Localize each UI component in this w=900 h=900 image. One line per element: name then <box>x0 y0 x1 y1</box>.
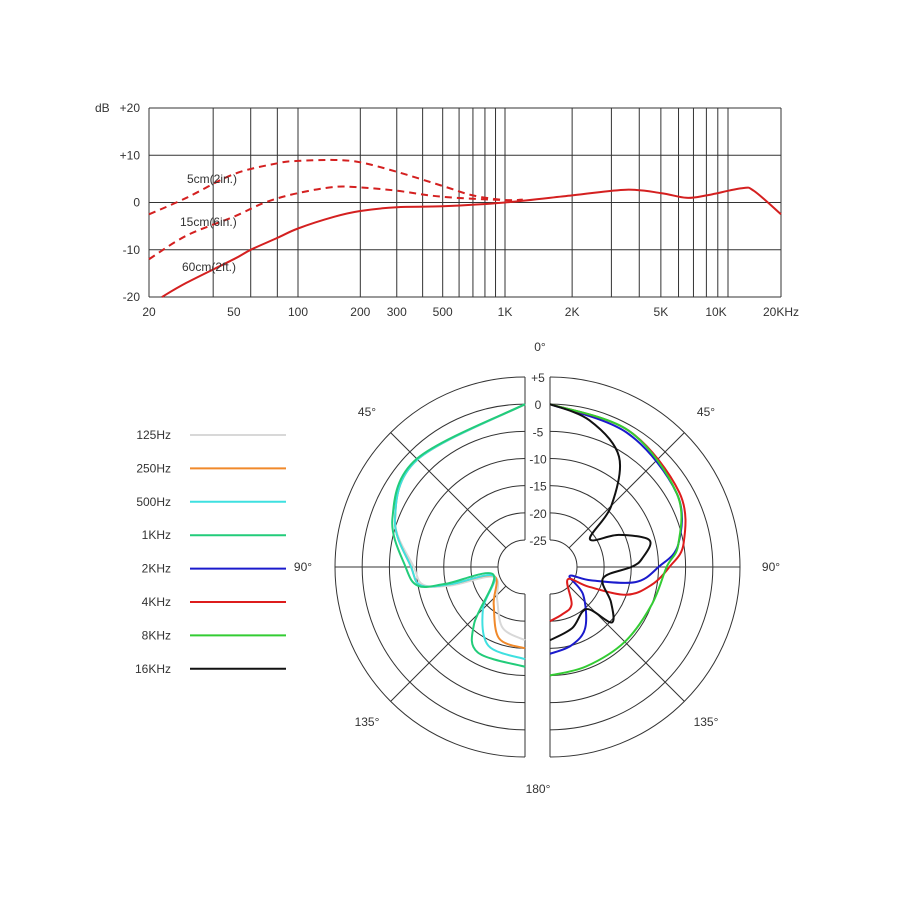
legend-label: 2KHz <box>142 562 171 576</box>
y-axis-label: dB <box>95 101 110 115</box>
polar-curve-125hz <box>393 403 526 642</box>
angle-label-right: 90° <box>762 560 780 574</box>
x-tick-label: 500 <box>433 305 453 319</box>
x-tick-label: 20KHz <box>763 305 799 319</box>
y-tick-label: +20 <box>120 101 141 115</box>
polar-curve-250hz <box>393 403 526 650</box>
angle-label-bottom: 180° <box>526 782 551 796</box>
legend-label: 4KHz <box>142 595 171 609</box>
polar-legend: 125Hz 250Hz 500Hz 1KHz 2KHz 4KHz 8KHz 16KHz <box>135 428 286 676</box>
ring-label: 0 <box>535 398 542 412</box>
x-tick-label: 50 <box>227 305 241 319</box>
y-tick-label: 0 <box>133 196 140 210</box>
x-tick-label: 200 <box>350 305 370 319</box>
polar-curve-4khz <box>549 403 687 623</box>
y-tick-label: -10 <box>123 243 141 257</box>
x-tick-label: 20 <box>142 305 156 319</box>
angle-label-left: 90° <box>294 560 312 574</box>
legend-label: 125Hz <box>136 428 171 442</box>
response-curve-2 <box>161 186 782 298</box>
legend-label: 250Hz <box>136 461 171 475</box>
ring-label: -10 <box>529 453 547 467</box>
angle-label-upper-right: 45° <box>697 405 715 419</box>
legend-label: 500Hz <box>136 495 171 509</box>
x-tick-label: 1K <box>498 305 513 319</box>
frequency-response-chart: +20 +10 0 -10 -20 dB 20 50 100 200 300 500 1K 2K 5K 10K… <box>95 101 799 319</box>
curve-label: 15cm(6in.) <box>180 215 237 229</box>
polar-pattern-chart: +5 0 -5 -10 -15 -20 -25 0° 45° 45° 90° 90° 135° 135° 1… <box>294 340 780 796</box>
polar-spoke <box>568 585 685 702</box>
polar-spoke <box>390 432 507 549</box>
legend-label: 1KHz <box>142 528 171 542</box>
curve-label: 60cm(2ft.) <box>182 260 236 274</box>
curve-label: 5cm(2in.) <box>187 172 237 186</box>
response-curve-0 <box>148 158 523 216</box>
x-tick-label: 100 <box>288 305 308 319</box>
angle-label-lower-left: 135° <box>355 715 380 729</box>
polar-curve-500hz <box>393 403 526 661</box>
polar-spoke <box>568 432 685 549</box>
angle-label-upper-left: 45° <box>358 405 376 419</box>
ring-label: -5 <box>533 425 544 439</box>
ring-label: +5 <box>531 371 545 385</box>
x-tick-label: 10K <box>705 305 726 319</box>
y-tick-label: +10 <box>120 148 141 162</box>
legend-label: 16KHz <box>135 662 171 676</box>
x-tick-label: 2K <box>565 305 580 319</box>
ring-label: -15 <box>529 480 547 494</box>
ring-label: -25 <box>529 534 547 548</box>
x-tick-label: 5K <box>654 305 669 319</box>
response-curve-1 <box>148 185 523 261</box>
polar-curve-8khz <box>549 403 683 677</box>
y-tick-label: -20 <box>123 290 141 304</box>
polar-spoke <box>390 585 507 702</box>
ring-label: -20 <box>529 507 547 521</box>
polar-curve-1khz <box>391 403 526 668</box>
polar-ring <box>549 539 578 595</box>
polar-curve-16khz <box>549 403 652 642</box>
angle-label-top: 0° <box>534 340 546 354</box>
angle-label-lower-right: 135° <box>694 715 719 729</box>
polar-curve-2khz <box>549 403 683 655</box>
legend-label: 8KHz <box>142 628 171 642</box>
x-tick-label: 300 <box>387 305 407 319</box>
polar-ring <box>497 539 526 595</box>
